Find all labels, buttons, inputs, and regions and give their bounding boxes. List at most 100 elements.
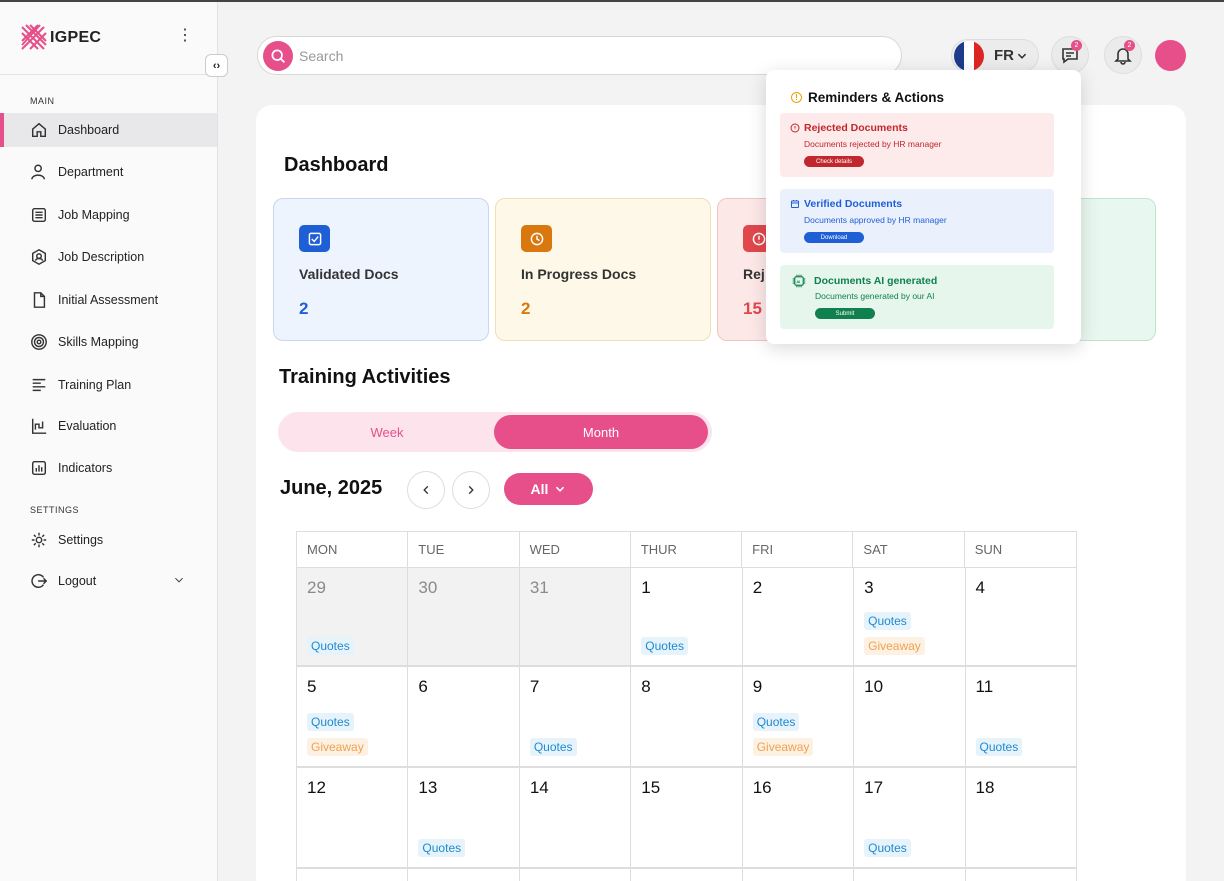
calendar-day-cell[interactable]: 21 — [520, 869, 632, 881]
event-tag-quotes[interactable]: Quotes — [418, 839, 466, 857]
chevron-down-icon[interactable] — [173, 574, 185, 586]
sidebar-item-evaluation[interactable]: Evaluation — [0, 409, 217, 443]
event-tag-quotes[interactable]: Quotes — [864, 839, 911, 857]
tab-week[interactable]: Week — [370, 424, 404, 440]
day-number: 4 — [975, 578, 985, 597]
event-tag-quotes[interactable]: Quotes — [752, 713, 800, 731]
calendar-day-cell[interactable]: 10 — [854, 667, 966, 768]
calendar-icon — [791, 200, 799, 208]
event-tag-giveaway[interactable]: Giveaway — [864, 637, 925, 655]
logout-icon — [31, 573, 48, 589]
reminder-ai-generated[interactable]: AI Documents AI generated Documents gene… — [780, 265, 1054, 329]
more-vertical-icon[interactable]: ⋮ — [177, 27, 193, 44]
sidebar-item-label: Job Description — [58, 250, 145, 264]
messages-button[interactable]: 2 — [1051, 36, 1089, 74]
calendar-day-cell[interactable]: 14 — [519, 768, 632, 869]
messages-badge: 2 — [1071, 40, 1082, 51]
target-icon — [31, 334, 47, 350]
notifications-badge: 2 — [1124, 40, 1135, 51]
calendar-day-cell[interactable]: 3 Quotes Giveaway — [854, 568, 966, 667]
calendar-day-cell[interactable]: 12 — [297, 768, 409, 869]
clock-icon — [521, 225, 552, 252]
event-tag-quotes[interactable]: Quotes — [307, 637, 354, 655]
calendar-day-cell[interactable]: 9 Quotes Giveaway — [742, 667, 855, 768]
page-title: Dashboard — [284, 154, 389, 176]
calendar-day-cell[interactable]: 31 — [519, 568, 632, 667]
calendar-day-cell[interactable]: 11 Quotes — [965, 667, 1077, 768]
chevron-down-icon — [1017, 53, 1027, 59]
list-lines-icon — [32, 378, 46, 392]
calendar-day-cell[interactable]: 20 — [408, 869, 520, 881]
calendar-day-cell[interactable]: 24 — [854, 869, 966, 881]
day-number: 13 — [418, 778, 438, 797]
calendar-day-cell[interactable]: 30 — [408, 568, 520, 667]
calendar-grid: MON TUE WED THUR FRI SAT SUN 29 Quotes 30 31 1 Quot… — [296, 531, 1077, 881]
notifications-button[interactable]: 2 — [1104, 36, 1142, 74]
check-details-button[interactable]: Check details — [804, 156, 864, 167]
day-number: 6 — [418, 677, 428, 696]
france-flag-icon — [954, 40, 984, 71]
sidebar-item-logout[interactable]: Logout — [0, 564, 217, 598]
tab-month[interactable]: Month — [494, 415, 708, 449]
submit-button[interactable]: Submit — [815, 308, 875, 319]
gear-icon — [31, 532, 47, 548]
sidebar-item-training-plan[interactable]: Training Plan — [0, 368, 217, 402]
sidebar-item-dashboard[interactable]: Dashboard — [0, 113, 217, 147]
avatar[interactable] — [1155, 40, 1186, 71]
calendar-day-cell[interactable]: 1 Quotes — [631, 568, 743, 667]
sidebar-item-initial-assessment[interactable]: Initial Assessment — [0, 283, 217, 317]
calendar-day-cell[interactable]: 13 Quotes — [408, 768, 520, 869]
filter-dropdown[interactable]: All — [504, 473, 593, 505]
calendar-day-cell[interactable]: 25 — [966, 869, 1077, 881]
bar-chart-icon — [31, 460, 47, 476]
calendar-day-cell[interactable]: 22 — [631, 869, 743, 881]
calendar-day-cell[interactable]: 17 Quotes — [854, 768, 966, 869]
sidebar-item-indicators[interactable]: Indicators — [0, 451, 217, 485]
card-validated-docs[interactable]: Validated Docs 2 — [273, 198, 489, 341]
calendar-day-cell[interactable]: 4 — [965, 568, 1077, 667]
event-tag-giveaway[interactable]: Giveaway — [307, 738, 368, 756]
weekday-header: TUE — [408, 532, 520, 567]
calendar-day-cell[interactable]: 16 — [742, 768, 855, 869]
reminder-rejected[interactable]: Rejected Documents Documents rejected by… — [780, 113, 1054, 177]
event-tag-giveaway[interactable]: Giveaway — [752, 738, 814, 756]
calendar-day-cell[interactable]: 18 — [965, 768, 1077, 869]
sidebar-item-label: Department — [58, 165, 124, 179]
event-tag-quotes[interactable]: Quotes — [307, 713, 354, 731]
download-button[interactable]: Download — [804, 232, 864, 243]
calendar-day-cell[interactable]: 15 — [631, 768, 743, 869]
prev-month-button[interactable] — [407, 471, 445, 509]
list-icon — [31, 207, 47, 223]
search-icon[interactable] — [263, 40, 293, 71]
next-month-button[interactable] — [452, 471, 490, 509]
calendar-day-cell[interactable]: 7 Quotes — [519, 667, 632, 768]
calendar-day-cell[interactable]: 8 — [631, 667, 743, 768]
event-tag-quotes[interactable]: Quotes — [529, 738, 577, 756]
sidebar-item-skills-mapping[interactable]: Skills Mapping — [0, 325, 217, 359]
language-selector[interactable]: FR — [951, 39, 1039, 72]
day-number: 8 — [641, 677, 651, 696]
calendar-day-cell[interactable]: 6 — [408, 667, 520, 768]
card-label: Validated Docs — [299, 266, 399, 282]
sidebar-item-settings[interactable]: Settings — [0, 523, 217, 557]
calendar-day-cell[interactable]: 29 Quotes — [297, 568, 409, 667]
event-tag-quotes[interactable]: Quotes — [864, 612, 911, 630]
search-bar[interactable] — [257, 36, 902, 75]
calendar-day-cell[interactable]: 5 Quotes Giveaway — [297, 667, 409, 768]
calendar-day-cell[interactable]: 2 — [742, 568, 855, 667]
calendar-day-cell[interactable]: 19 — [297, 869, 409, 881]
sidebar-item-job-mapping[interactable]: Job Mapping — [0, 198, 217, 232]
reminder-title: AI Documents AI generated — [792, 274, 937, 288]
card-in-progress-docs[interactable]: In Progress Docs 2 — [495, 198, 711, 341]
event-tag-quotes[interactable]: Quotes — [641, 637, 688, 655]
sidebar-item-job-description[interactable]: Job Description — [0, 240, 217, 274]
sidebar-item-department[interactable]: Department — [0, 155, 217, 189]
event-tag-quotes[interactable]: Quotes — [975, 738, 1023, 756]
reminder-verified[interactable]: Verified Documents Documents approved by… — [780, 189, 1054, 253]
chevron-right-icon — [468, 485, 474, 495]
collapse-sidebar-button[interactable]: ‹› — [205, 54, 228, 77]
day-number: 14 — [529, 778, 549, 797]
search-input[interactable] — [299, 47, 859, 64]
calendar-day-cell[interactable]: 23 — [743, 869, 855, 881]
home-icon — [31, 122, 47, 138]
